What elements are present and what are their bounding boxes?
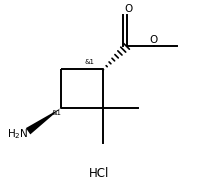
Text: HCl: HCl xyxy=(89,167,110,180)
Polygon shape xyxy=(26,108,61,134)
Text: O: O xyxy=(149,35,158,45)
Text: H$_2$N: H$_2$N xyxy=(7,127,28,141)
Text: &1: &1 xyxy=(52,110,62,116)
Text: O: O xyxy=(124,4,133,14)
Text: &1: &1 xyxy=(84,59,94,65)
